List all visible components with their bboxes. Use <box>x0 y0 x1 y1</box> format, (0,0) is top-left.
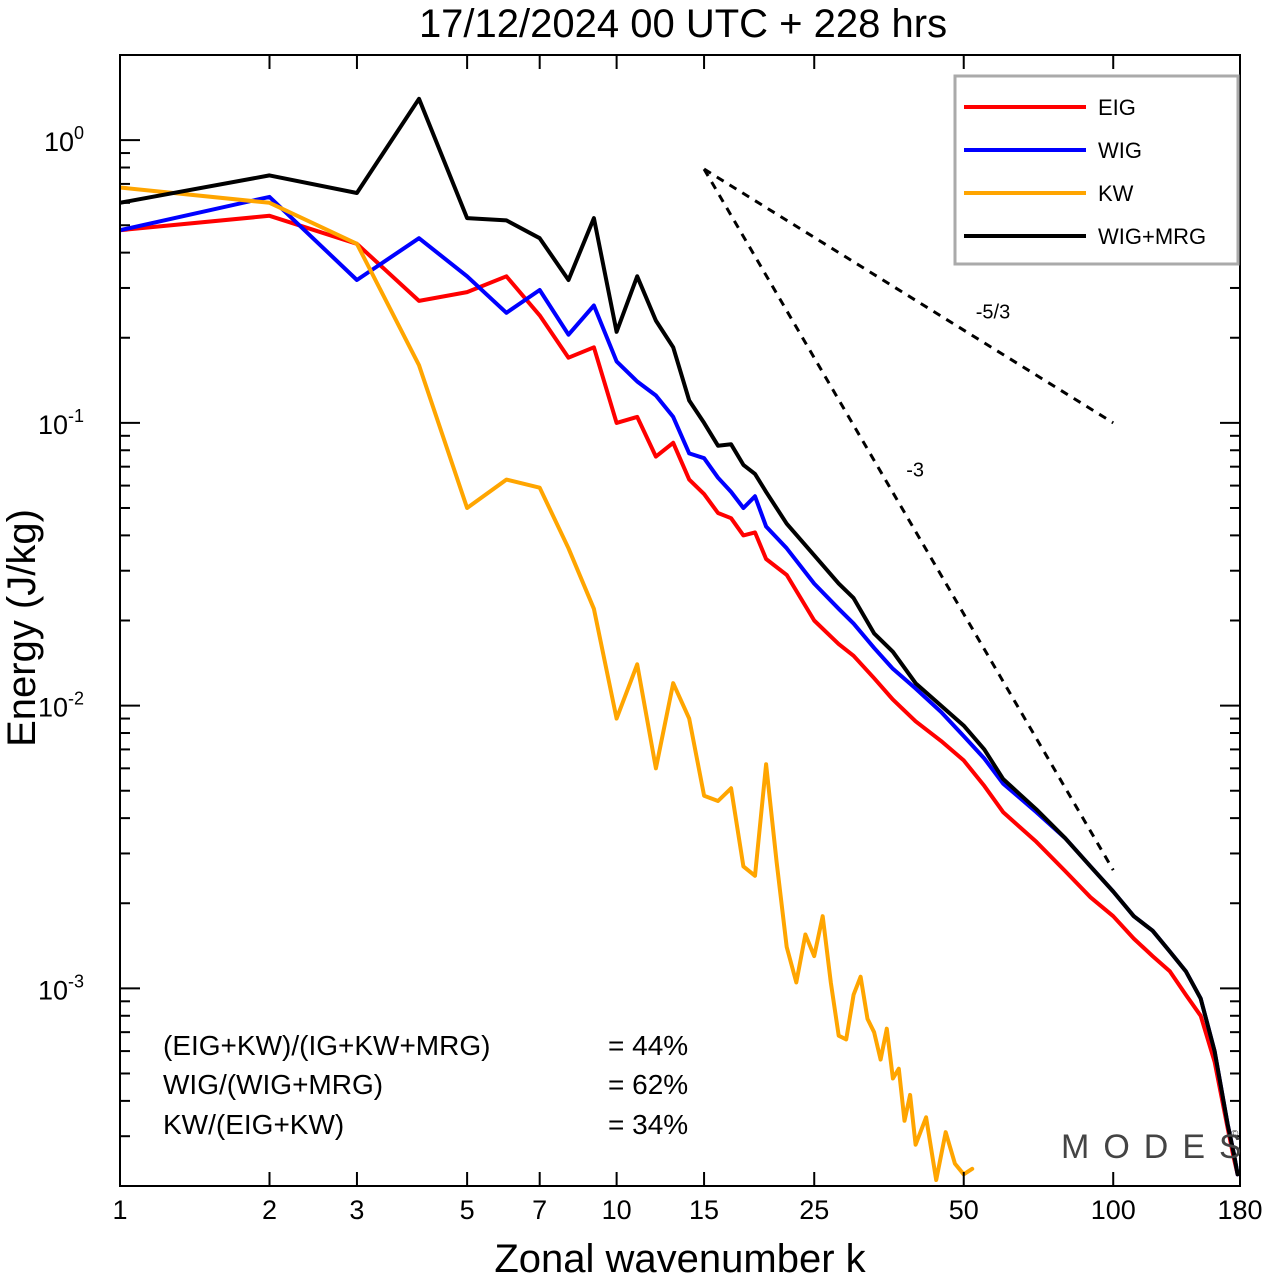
copyright-mark: © <box>1231 1129 1239 1140</box>
stat-kw-value: = 34% <box>608 1109 688 1140</box>
stat-kw-label: KW/(EIG+KW) <box>163 1109 344 1140</box>
x-tick-label: 180 <box>1217 1195 1262 1225</box>
stat-wig-label: WIG/(WIG+MRG) <box>163 1069 383 1100</box>
x-axis-label: Zonal wavenumber k <box>494 1237 866 1281</box>
slope-line-2 <box>702 168 1115 871</box>
x-tick-label: 50 <box>949 1195 979 1225</box>
stat-wig-value: = 62% <box>608 1069 688 1100</box>
reference-slopes <box>702 167 1115 871</box>
legend-label-wig: WIG <box>1098 138 1142 163</box>
modes-watermark: MODES <box>1061 1128 1256 1166</box>
legend-label-kw: KW <box>1098 181 1134 206</box>
reference-slope-labels: -5/3 -3 <box>906 301 1010 481</box>
y-tick-label: 10-1 <box>38 406 84 440</box>
slope-line-1 <box>703 167 1115 425</box>
series-wig-mrg-line <box>120 96 1240 1177</box>
slope-label-2: -3 <box>906 460 924 482</box>
slope-label-1: -5/3 <box>976 301 1010 323</box>
legend-label-wig-mrg: WIG+MRG <box>1098 224 1206 249</box>
x-tick-label: 100 <box>1091 1195 1136 1225</box>
series-wig-line <box>120 194 1240 1177</box>
x-tick-label: 15 <box>689 1195 719 1225</box>
x-tick-label: 7 <box>532 1195 547 1225</box>
ratio-stats: (EIG+KW)/(IG+KW+MRG) = 44% WIG/(WIG+MRG)… <box>163 1030 688 1140</box>
x-axis: 1 2 3 5 7 10 15 25 50 100 180 <box>112 55 1263 1225</box>
x-tick-label: 3 <box>349 1195 364 1225</box>
legend: EIG WIG KW WIG+MRG <box>953 74 1240 266</box>
series-eig-line <box>120 213 1240 1177</box>
x-tick-label: 10 <box>602 1195 632 1225</box>
x-tick-label: 25 <box>799 1195 829 1225</box>
legend-label-eig: EIG <box>1098 95 1136 120</box>
stat-eig-kw-value: = 44% <box>608 1030 688 1061</box>
x-tick-label: 5 <box>460 1195 475 1225</box>
y-tick-label: 100 <box>44 123 84 157</box>
y-tick-label: 10-2 <box>38 689 84 723</box>
x-tick-label: 2 <box>262 1195 277 1225</box>
series-lines <box>120 96 1240 1182</box>
y-tick-label: 10-3 <box>38 971 84 1005</box>
stat-eig-kw-label: (EIG+KW)/(IG+KW+MRG) <box>163 1030 490 1061</box>
chart-title: 17/12/2024 00 UTC + 228 hrs <box>419 2 947 46</box>
y-axis-label: Energy (J/kg) <box>0 509 44 747</box>
x-tick-label: 1 <box>112 1195 127 1225</box>
series-kw-line <box>120 185 975 1182</box>
